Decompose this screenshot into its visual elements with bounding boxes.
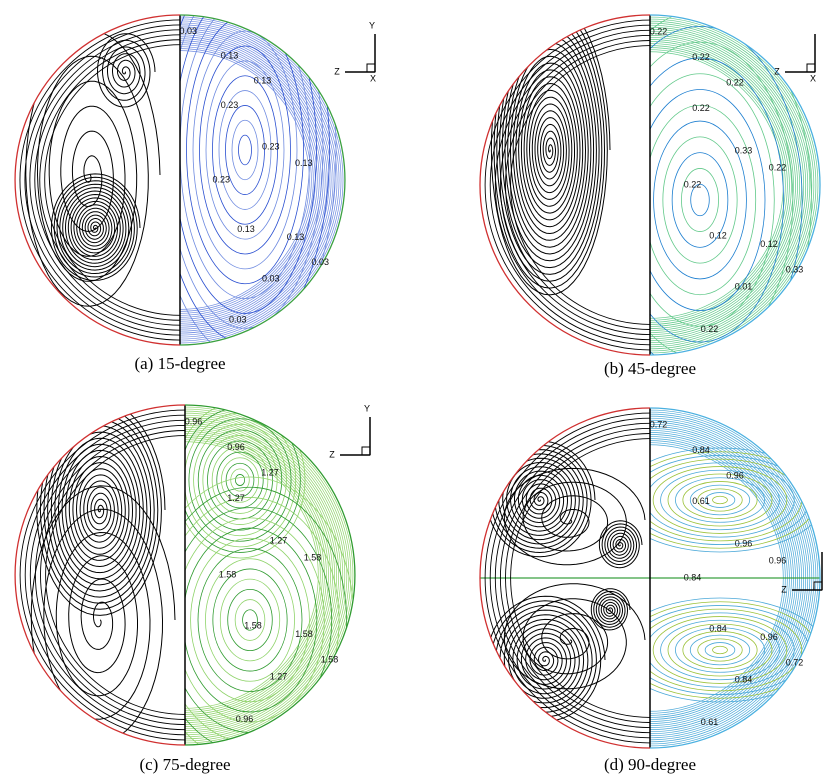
streamline (591, 589, 630, 630)
contour-label: 0.84 (692, 445, 710, 455)
contour-label: 0.03 (179, 26, 197, 36)
contours (482, 0, 827, 421)
contour-label: 0.23 (221, 100, 239, 110)
contour-label: 0.03 (229, 315, 247, 325)
contour-label: 0.22 (684, 179, 702, 189)
contour-label: 0.23 (262, 141, 280, 151)
contour-label: 1.58 (244, 620, 262, 630)
caption: (c) 75-degree (139, 755, 230, 774)
contour (644, 105, 755, 294)
contour-label: 1.27 (270, 671, 288, 681)
contour-label: 1.27 (261, 467, 279, 477)
contour (683, 631, 757, 668)
contour-label: 0.13 (295, 158, 313, 168)
axis-label: Z (774, 66, 780, 76)
axis-label: X (370, 73, 376, 83)
contour-label: 0.22 (692, 103, 710, 113)
caption: (b) 45-degree (604, 359, 696, 378)
contour-label: 0.22 (701, 324, 719, 334)
axis-label: Y (369, 20, 375, 30)
contour (616, 448, 824, 552)
contour-label: 1.58 (219, 569, 237, 579)
contour (675, 628, 764, 673)
contour-label: 0.72 (650, 419, 668, 429)
contour-label: 0.12 (760, 239, 778, 249)
contour-label: 0.22 (650, 26, 668, 36)
streamline (51, 174, 140, 281)
contour (661, 470, 780, 529)
contour-label: 0.33 (786, 264, 804, 274)
contour-label: 0.13 (237, 224, 255, 234)
contour-label: 0.96 (735, 538, 753, 548)
contour-label: 0.96 (185, 416, 203, 426)
contour-label: 0.84 (709, 623, 727, 633)
contour-label: 0.12 (709, 230, 727, 240)
contour (235, 474, 244, 485)
contour (654, 121, 747, 279)
streamline (491, 2, 610, 295)
contour-label: 0.03 (262, 273, 280, 283)
caption: (d) 90-degree (604, 755, 696, 774)
caption: (a) 15-degree (134, 354, 225, 373)
contour (174, 0, 317, 313)
contour-label: 0.96 (726, 470, 744, 480)
contour-label: 0.01 (735, 281, 753, 291)
contour-label: 0.96 (227, 442, 245, 452)
triad-box (362, 447, 370, 455)
axis-label: Z (334, 66, 340, 76)
contour-label: 0.13 (287, 232, 305, 242)
contour-label: 0.84 (735, 674, 753, 684)
contour (681, 168, 718, 231)
contour-label: 0.96 (236, 714, 254, 724)
contour-label: 1.27 (227, 493, 245, 503)
axis-label: Y (364, 403, 370, 413)
contour (208, 441, 273, 519)
contour (232, 120, 258, 179)
contour (713, 646, 728, 653)
figure: 0.03 0.13 0.13 0.23 0.23 0.23 0.13 0.13 0.13 0.03… (0, 0, 827, 779)
contour (705, 643, 735, 658)
contour-label: 0.96 (760, 632, 778, 642)
axis-label: Z (781, 584, 787, 594)
contour (713, 496, 728, 503)
contour-label: 0.22 (692, 52, 710, 62)
contour-label: 0.13 (221, 51, 239, 61)
contour (226, 105, 265, 194)
contour (226, 463, 254, 496)
contour-label: 0.23 (212, 174, 230, 184)
triad-box (367, 64, 375, 72)
axis-label: Z (329, 449, 335, 459)
contour (635, 90, 765, 311)
contour-label: 0.96 (769, 555, 787, 565)
contour (663, 137, 737, 263)
contour (570, 0, 827, 421)
contour-label: 0.33 (735, 145, 753, 155)
contour-label: 0.13 (254, 75, 272, 85)
contour-label: 0.61 (701, 717, 719, 727)
contour-label: 0.03 (311, 257, 329, 267)
contour-label: 1.58 (304, 552, 322, 562)
contour (239, 135, 252, 165)
contour-label: 0.84 (684, 572, 702, 582)
contour (690, 635, 749, 665)
wall (180, 15, 345, 345)
axis-label: X (810, 73, 816, 83)
contour (212, 447, 268, 514)
contour-label: 0.61 (692, 496, 710, 506)
triad-box (807, 64, 815, 72)
contour-label: 1.58 (321, 654, 339, 664)
contour-label: 0.72 (786, 657, 804, 667)
wall (650, 15, 820, 355)
contour-label: 1.27 (270, 535, 288, 545)
contour-label: 1.58 (295, 629, 313, 639)
contour (653, 467, 787, 534)
contour (675, 478, 764, 523)
contour-label: 0.22 (769, 162, 787, 172)
streamline (599, 521, 642, 568)
contour-label: 0.22 (726, 77, 744, 87)
